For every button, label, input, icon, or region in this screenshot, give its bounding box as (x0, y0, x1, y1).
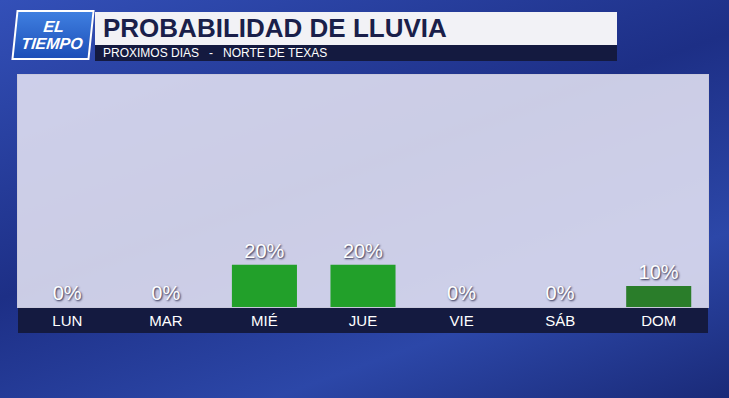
svg-text:DOM: DOM (641, 312, 676, 329)
svg-text:MIÉ: MIÉ (251, 312, 278, 329)
html-text:PROBABILIDAD DE LLUVIA: PROBABILIDAD DE LLUVIA (103, 13, 447, 43)
svg-text:10%: 10% (639, 261, 679, 283)
svg-text:SÁB: SÁB (545, 312, 575, 329)
svg-text:20%: 20% (343, 240, 383, 262)
html-text:EL TIEMPO: EL TIEMPO (20, 18, 84, 52)
svg-text:0%: 0% (546, 282, 575, 304)
svg-text:0%: 0% (447, 282, 476, 304)
svg-text:20%: 20% (244, 240, 284, 262)
svg-text:0%: 0% (53, 282, 82, 304)
svg-text:MAR: MAR (149, 312, 183, 329)
svg-text:LUN: LUN (52, 312, 82, 329)
html-text:PROXIMOS DIAS - NORTE DE TEXAS: PROXIMOS DIAS - NORTE DE TEXAS (103, 46, 328, 60)
svg-text:JUE: JUE (349, 312, 377, 329)
svg-text:0%: 0% (151, 282, 180, 304)
svg-text:VIE: VIE (449, 312, 473, 329)
